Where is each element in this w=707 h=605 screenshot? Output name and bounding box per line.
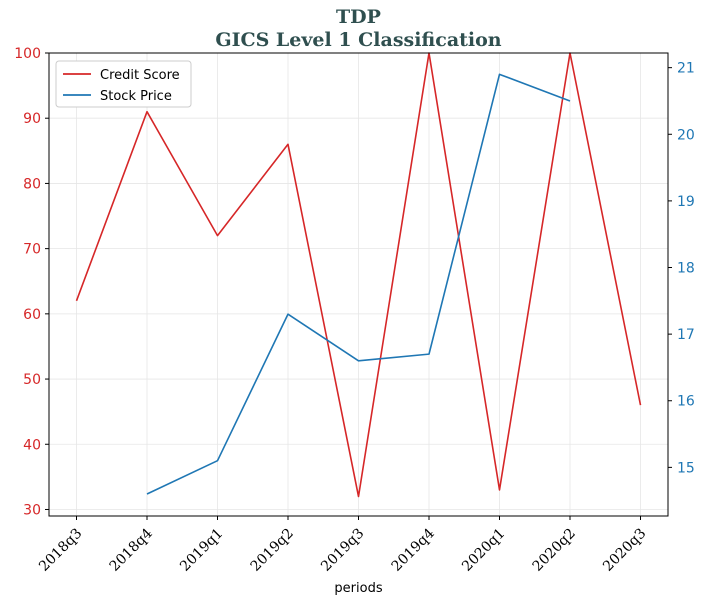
y-right-tick-label: 21 [677, 61, 695, 77]
y-left-tick-label: 40 [23, 437, 41, 453]
y-right-tick-label: 15 [677, 460, 695, 476]
y-left-tick-label: 100 [14, 46, 41, 62]
legend-label: Credit Score [100, 68, 180, 83]
x-tick-label: 2018q3 [36, 526, 85, 575]
y-left-tick-label: 60 [23, 307, 41, 323]
legend-label: Stock Price [100, 89, 172, 104]
x-tick-label: 2020q3 [600, 526, 649, 575]
y-right-tick-label: 18 [677, 261, 695, 277]
y-left-tick-label: 30 [23, 502, 41, 518]
x-tick-label: 2019q3 [318, 526, 367, 575]
x-tick-label: 2020q2 [530, 526, 579, 575]
x-axis-label: periods [334, 581, 382, 596]
x-tick-label: 2019q2 [248, 526, 297, 575]
y-right-tick-label: 16 [677, 394, 695, 410]
y-right-tick-label: 19 [677, 194, 695, 210]
y-left-tick-label: 50 [23, 372, 41, 388]
y-left-tick-label: 80 [23, 176, 41, 192]
y-left-tick-label: 70 [23, 242, 41, 258]
x-tick-label: 2020q1 [459, 526, 508, 575]
chart-subtitle: GICS Level 1 Classification [215, 29, 502, 51]
x-tick-label: 2019q4 [389, 525, 438, 574]
y-right-tick-label: 20 [677, 127, 695, 143]
chart-title: TDP [336, 6, 381, 28]
x-tick-label: 2018q4 [107, 525, 156, 574]
y-left-tick-label: 90 [23, 111, 41, 127]
x-tick-label: 2019q1 [177, 526, 226, 575]
y-right-tick-label: 17 [677, 327, 695, 343]
